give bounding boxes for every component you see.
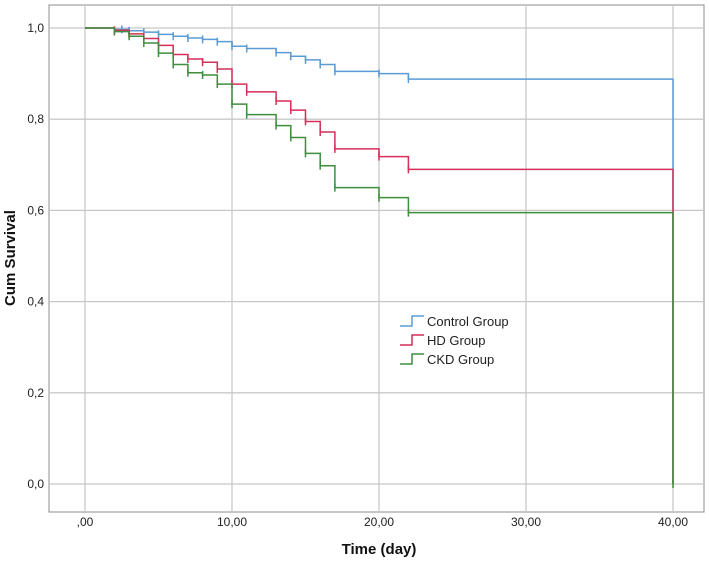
x-tick-label: 10,00	[217, 515, 247, 529]
y-tick-label: 1,0	[27, 21, 44, 35]
x-axis-title: Time (day)	[342, 541, 417, 558]
y-tick-label: 0,0	[27, 477, 44, 491]
x-tick-label: 40,00	[658, 515, 688, 529]
y-tick-label: 0,6	[27, 203, 44, 217]
ckd-group-legend-swatch	[400, 353, 424, 365]
y-axis-title: Cum Survival	[2, 210, 19, 306]
series-lines	[85, 25, 674, 488]
x-tick-label: 20,00	[364, 515, 394, 529]
tick-labels: ,00 10,00 20,00 30,00 40,00 0,0 0,2 0,4 0,6 0,8 1,…	[27, 21, 688, 529]
control-group-legend-label: Control Group	[427, 314, 509, 329]
y-tick-label: 0,2	[27, 386, 44, 400]
hd-group-legend-label: HD Group	[427, 333, 486, 348]
y-tick-label: 0,4	[27, 295, 44, 309]
plot-area	[48, 4, 705, 513]
legend: Control Group HD Group CKD Group	[400, 314, 509, 367]
control-group-legend-swatch	[400, 315, 424, 327]
hd-group-legend-swatch	[400, 334, 424, 346]
ckd-group-legend-label: CKD Group	[427, 352, 494, 367]
y-tick-label: 0,8	[27, 112, 44, 126]
x-tick-label: ,00	[77, 515, 94, 529]
x-tick-label: 30,00	[511, 515, 541, 529]
